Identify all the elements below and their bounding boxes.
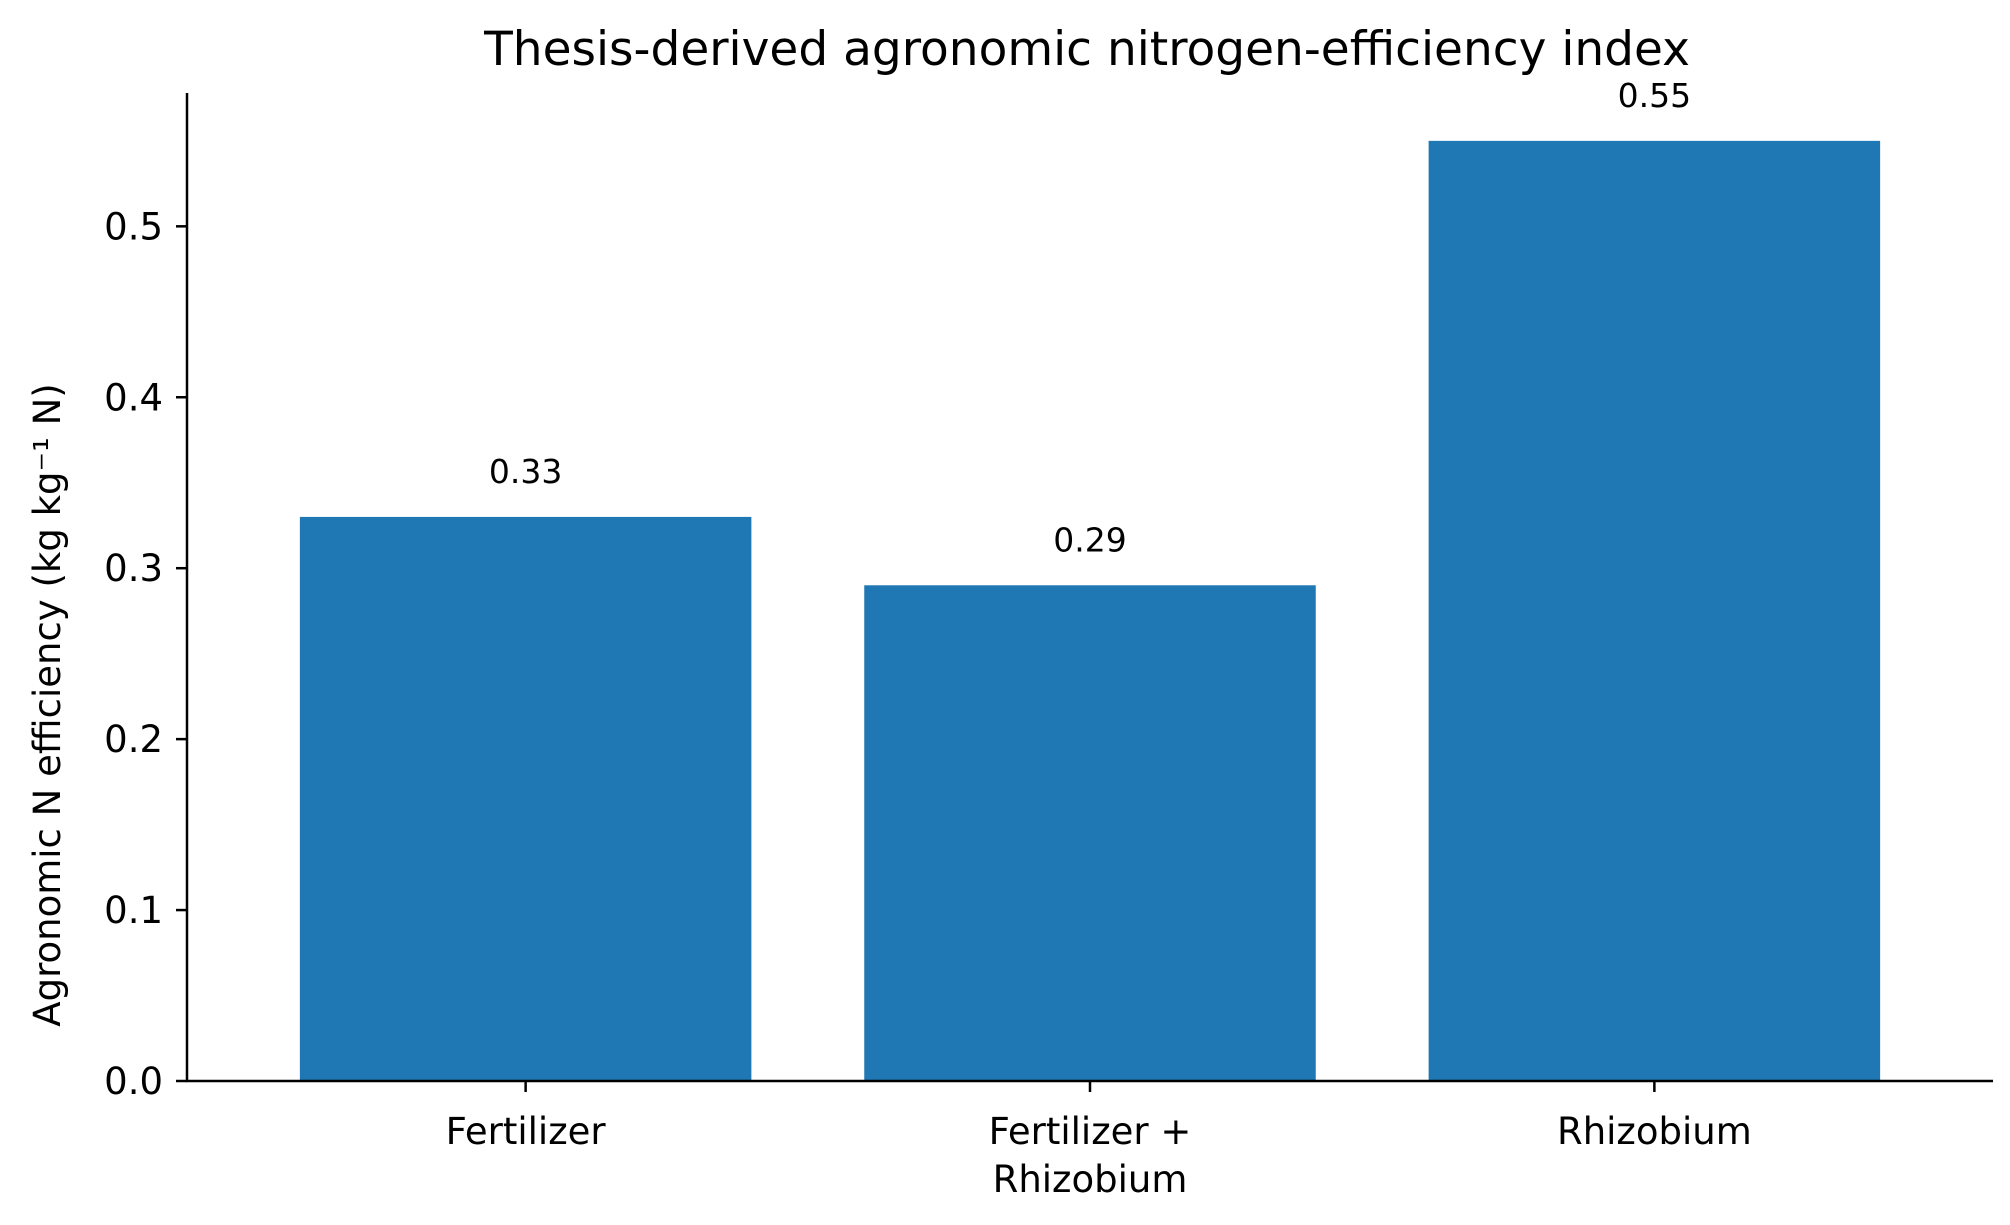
x-tick-label-0: Fertilizer [446, 1110, 607, 1153]
y-tick-label-0: 0.0 [104, 1060, 163, 1103]
bar-3 [1428, 140, 1881, 1082]
x-tick-label-line: Fertilizer [446, 1110, 607, 1153]
x-tick-label-line: Rhizobium [993, 1158, 1188, 1201]
x-tick-label-line: Rhizobium [1557, 1110, 1752, 1153]
y-tick-label-4: 0.4 [104, 376, 163, 419]
y-tick-label-3: 0.3 [104, 547, 163, 590]
data-label-3: 0.55 [1618, 76, 1691, 115]
chart-title: Thesis-derived agronomic nitrogen-effici… [483, 22, 1690, 77]
data-label-2: 0.29 [1053, 520, 1126, 559]
y-tick-label-1: 0.1 [104, 889, 163, 932]
x-tick-label-line: Fertilizer + [989, 1110, 1192, 1153]
plot-area: 0.33 0.29 0.55 0.0 0.1 0.2 0.3 0.4 0.5 Fertilizer… [104, 76, 1993, 1201]
y-axis-label: Agronomic N efficiency (kg kg⁻¹ N) [26, 383, 69, 1026]
x-tick-label-1: Fertilizer + Rhizobium [989, 1110, 1192, 1201]
x-tick-label-2: Rhizobium [1557, 1110, 1752, 1153]
bar-1 [299, 516, 752, 1081]
data-label-1: 0.33 [489, 452, 562, 491]
y-tick-label-5: 0.5 [104, 205, 163, 248]
y-tick-label-2: 0.2 [104, 718, 163, 761]
bar-2 [864, 585, 1316, 1081]
